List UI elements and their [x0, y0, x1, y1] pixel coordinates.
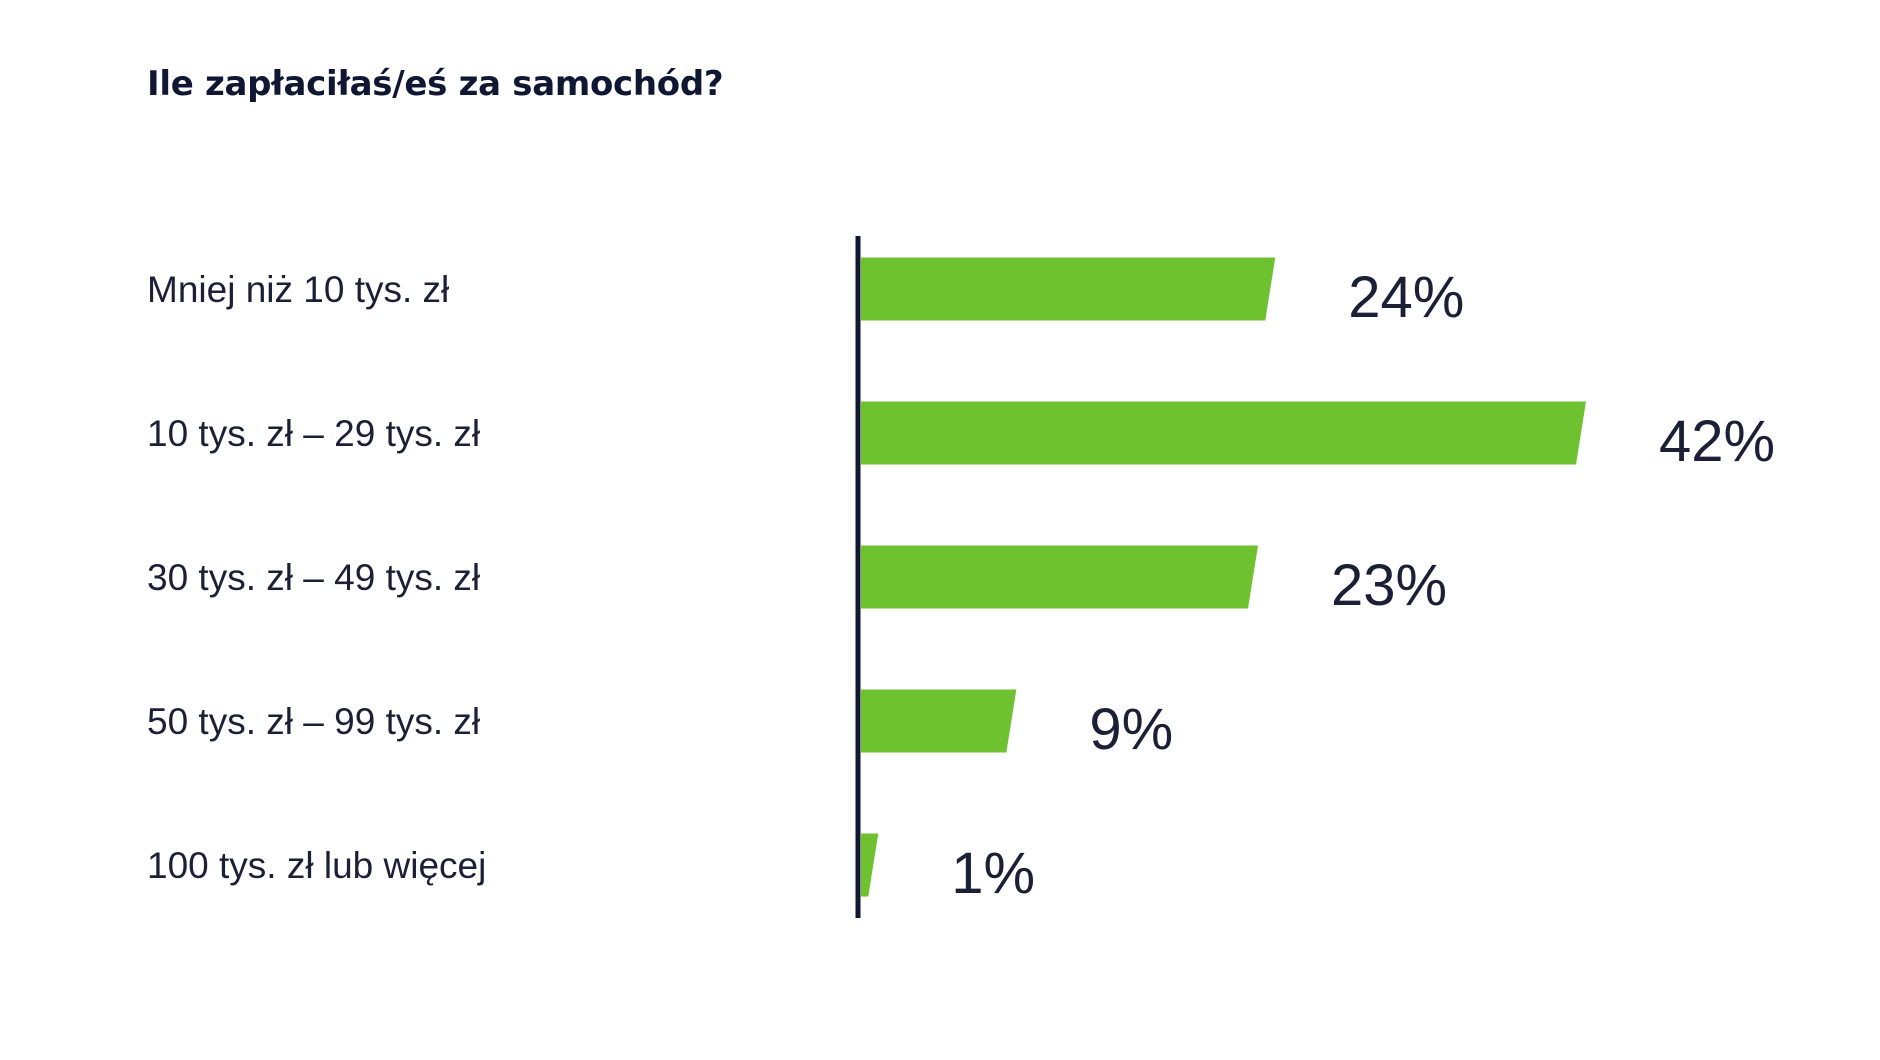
bar	[861, 401, 1586, 465]
category-label: 30 tys. zł – 49 tys. zł	[147, 557, 480, 598]
value-label: 9%	[1089, 697, 1173, 762]
category-label: 50 tys. zł – 99 tys. zł	[147, 701, 480, 742]
bars	[861, 257, 1586, 897]
bar	[861, 833, 879, 897]
value-labels: 24% 42% 23% 9% 1%	[951, 265, 1775, 906]
bar	[861, 257, 1276, 321]
bar	[861, 545, 1259, 609]
bar	[861, 689, 1017, 753]
category-label: 100 tys. zł lub więcej	[147, 845, 486, 886]
value-label: 42%	[1659, 409, 1775, 474]
value-label: 1%	[951, 841, 1035, 906]
category-labels: Mniej niż 10 tys. zł 10 tys. zł – 29 tys.…	[147, 269, 486, 886]
chart-title: Ile zapłaciłaś/eś za samochód?	[147, 64, 724, 104]
value-label: 23%	[1331, 553, 1447, 618]
category-label: 10 tys. zł – 29 tys. zł	[147, 413, 480, 454]
value-label: 24%	[1348, 265, 1464, 330]
category-label: Mniej niż 10 tys. zł	[147, 269, 449, 310]
